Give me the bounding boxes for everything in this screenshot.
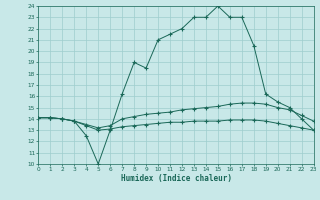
- X-axis label: Humidex (Indice chaleur): Humidex (Indice chaleur): [121, 174, 231, 183]
